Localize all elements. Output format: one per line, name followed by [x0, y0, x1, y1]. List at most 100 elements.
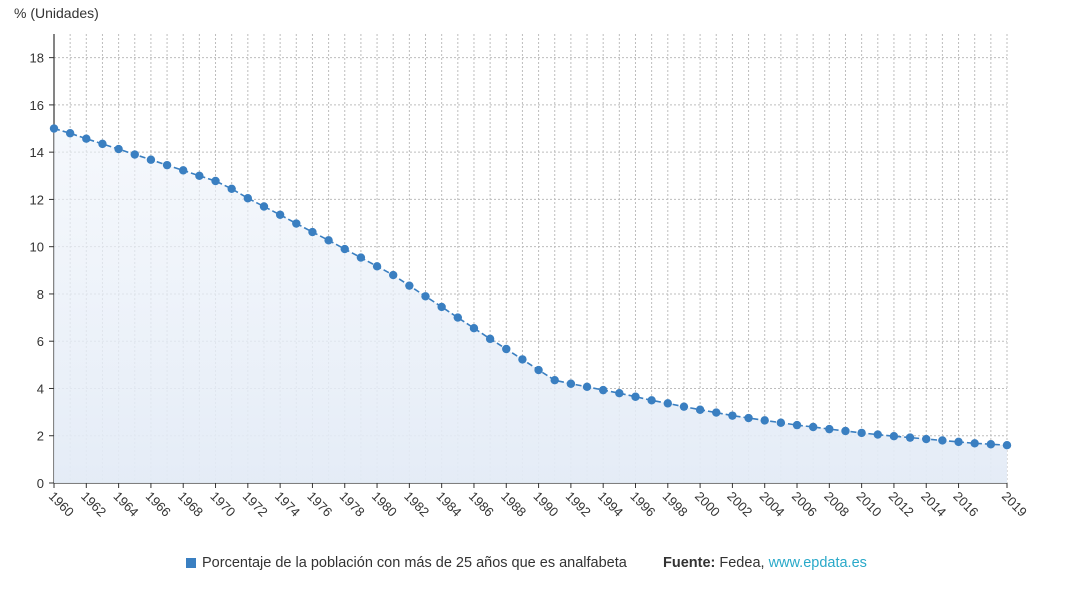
data-point — [453, 313, 463, 322]
data-point — [372, 262, 382, 271]
data-point — [114, 144, 123, 154]
data-point — [550, 376, 559, 385]
data-point — [873, 430, 882, 439]
source-label: Fuente: — [663, 555, 716, 571]
legend-swatch — [186, 558, 196, 568]
x-tick-label: 1990 — [530, 489, 561, 520]
data-point — [389, 270, 398, 280]
data-point — [615, 389, 624, 398]
data-point — [502, 344, 511, 354]
legend-item[interactable]: Porcentaje de la población con más de 25… — [186, 555, 627, 571]
x-tick-label: 1994 — [595, 489, 626, 520]
x-tick-label: 1970 — [207, 489, 238, 520]
x-tick-label: 2004 — [757, 489, 788, 520]
data-point — [631, 392, 640, 401]
data-point — [179, 166, 188, 175]
x-tick-label: 2012 — [886, 489, 917, 520]
source-name: Fedea, — [715, 555, 769, 571]
data-point — [776, 418, 786, 427]
data-point — [405, 281, 414, 290]
data-point — [243, 194, 253, 203]
x-tick-label: 1984 — [434, 489, 465, 520]
data-point — [146, 155, 156, 164]
y-tick-label: 8 — [37, 287, 44, 302]
data-point — [534, 365, 543, 375]
y-tick-label: 12 — [30, 192, 44, 207]
x-tick-label: 1974 — [272, 489, 303, 520]
x-tick-label: 1966 — [143, 489, 174, 520]
data-point — [889, 432, 899, 441]
data-point — [421, 292, 430, 301]
data-point — [808, 422, 818, 432]
data-point — [938, 436, 947, 445]
x-tick-label: 2000 — [692, 489, 723, 520]
data-point — [566, 379, 576, 388]
x-tick-label: 1992 — [563, 489, 594, 520]
data-point — [227, 184, 236, 193]
x-tick-label: 1986 — [466, 489, 497, 520]
data-point — [954, 437, 963, 447]
data-point — [1002, 440, 1012, 450]
data-point — [728, 411, 737, 420]
data-point — [744, 413, 753, 423]
y-tick-label: 4 — [37, 381, 44, 396]
data-point — [922, 434, 931, 444]
data-point — [518, 355, 527, 364]
x-tick-label: 1968 — [175, 489, 206, 520]
x-tick-label: 2006 — [789, 489, 820, 520]
x-tick-label: 1988 — [498, 489, 529, 520]
x-tick-label: 1978 — [337, 489, 368, 520]
data-point — [485, 334, 495, 344]
x-tick-label: 1960 — [46, 489, 77, 520]
data-point — [340, 244, 349, 254]
x-tick-label: 1972 — [240, 489, 271, 520]
x-tick-label: 2019 — [999, 489, 1030, 520]
data-point — [469, 324, 479, 333]
x-tick-label: 1998 — [660, 489, 691, 520]
data-point — [324, 236, 333, 245]
x-tick-label: 1964 — [110, 489, 141, 520]
data-point — [292, 219, 301, 228]
y-tick-label: 14 — [30, 145, 44, 160]
data-point — [308, 227, 317, 237]
data-point — [598, 385, 608, 395]
data-point — [582, 382, 592, 392]
y-tick-label: 18 — [30, 51, 44, 66]
data-point — [195, 171, 204, 180]
source-link[interactable]: www.epdata.es — [768, 555, 867, 571]
legend: Porcentaje de la población con más de 25… — [0, 555, 1076, 579]
data-point — [841, 426, 850, 436]
data-point — [792, 420, 802, 430]
data-point — [712, 408, 721, 417]
data-point — [905, 433, 915, 442]
y-axis-unit-label: % (Unidades) — [14, 5, 99, 21]
x-tick-label: 2014 — [918, 489, 949, 520]
x-tick-label: 1962 — [78, 489, 109, 520]
data-point — [647, 396, 656, 405]
x-tick-label: 2002 — [724, 489, 755, 520]
data-point — [679, 402, 689, 411]
x-tick-label: 2010 — [854, 489, 885, 520]
legend-series-label: Porcentaje de la población con más de 25… — [202, 555, 627, 571]
data-point — [663, 399, 672, 408]
data-point — [857, 428, 866, 438]
x-tick-label: 1980 — [369, 489, 400, 520]
data-point — [98, 139, 107, 149]
data-point — [259, 202, 269, 211]
x-tick-label: 1996 — [627, 489, 658, 520]
data-point — [275, 210, 285, 219]
y-tick-label: 6 — [37, 334, 44, 349]
x-tick-label: 1976 — [304, 489, 335, 520]
data-point — [760, 416, 769, 425]
data-point — [986, 440, 996, 449]
data-point — [356, 253, 366, 262]
data-point — [82, 134, 91, 143]
y-tick-label: 0 — [37, 476, 44, 491]
x-tick-label: 2016 — [950, 489, 981, 520]
x-tick-label: 1982 — [401, 489, 432, 520]
y-tick-label: 16 — [30, 98, 44, 113]
data-point — [825, 424, 834, 434]
data-point — [65, 129, 75, 138]
data-point — [437, 302, 446, 312]
